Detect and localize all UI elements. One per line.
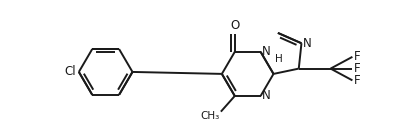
Text: H: H — [274, 54, 281, 64]
Text: N: N — [302, 37, 311, 50]
Text: Cl: Cl — [64, 65, 76, 78]
Text: F: F — [352, 50, 359, 63]
Text: O: O — [230, 19, 239, 32]
Text: F: F — [352, 74, 359, 87]
Text: N: N — [261, 89, 270, 102]
Text: N: N — [261, 45, 270, 58]
Text: F: F — [352, 62, 359, 75]
Text: CH₃: CH₃ — [200, 111, 220, 121]
